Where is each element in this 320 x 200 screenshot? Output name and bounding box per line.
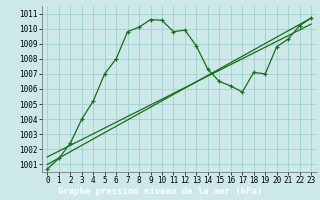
Text: Graphe pression niveau de la mer (hPa): Graphe pression niveau de la mer (hPa) [58, 186, 262, 196]
